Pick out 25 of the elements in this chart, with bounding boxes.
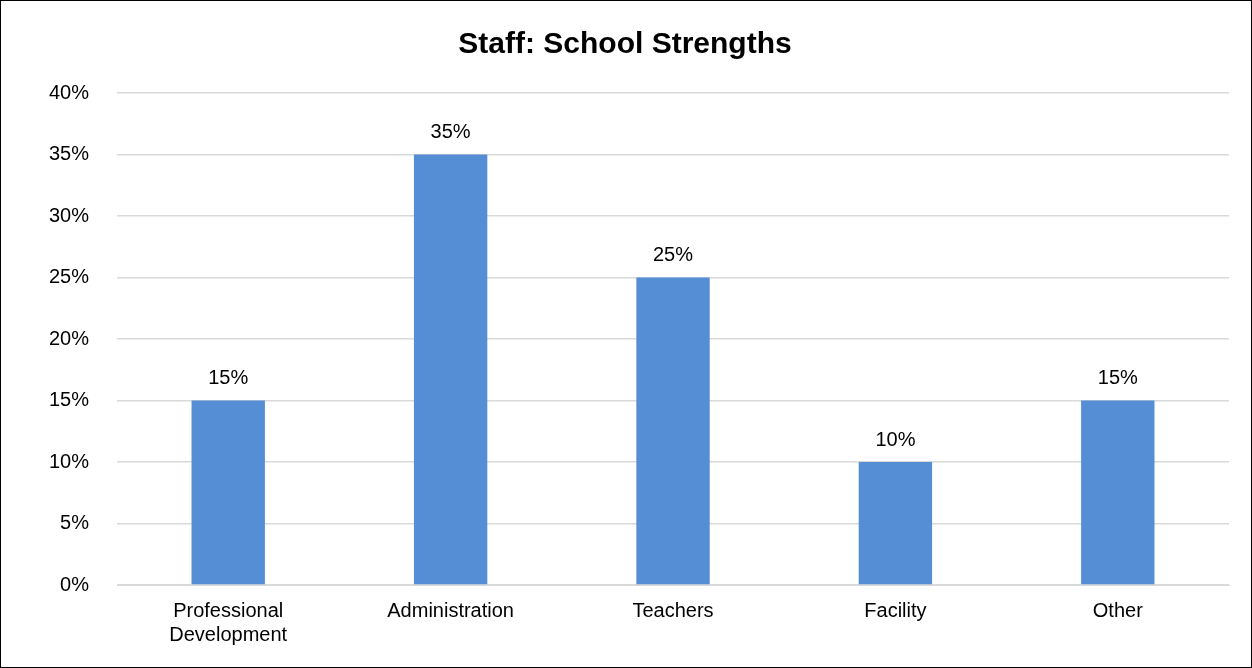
x-tick-label: Facility xyxy=(864,598,927,621)
data-label: 15% xyxy=(208,366,249,389)
data-label: 25% xyxy=(653,243,694,266)
y-tick-label: 25% xyxy=(49,265,90,288)
bar xyxy=(636,277,710,585)
y-tick-label: 5% xyxy=(60,511,90,534)
bar xyxy=(1081,400,1155,585)
y-tick-label: 20% xyxy=(49,326,90,349)
data-label: 15% xyxy=(1097,366,1139,389)
bar xyxy=(191,400,265,585)
y-tick-label: 10% xyxy=(49,449,90,472)
bar xyxy=(858,462,933,585)
x-tick-label: Teachers xyxy=(632,598,714,621)
data-label: 10% xyxy=(875,427,916,450)
x-tick-label: Administration xyxy=(387,598,514,621)
chart-title: Staff: School Strengths xyxy=(458,26,792,60)
bar xyxy=(413,154,488,585)
y-tick-label: 15% xyxy=(49,388,90,411)
x-tick-label: Professional Development xyxy=(169,598,288,645)
x-tick-label: Other xyxy=(1092,598,1144,621)
data-label: 35% xyxy=(430,120,471,143)
y-tick-label: 30% xyxy=(49,203,90,226)
y-tick-label: 0% xyxy=(60,572,90,595)
y-tick-label: 40% xyxy=(49,80,90,103)
y-tick-label: 35% xyxy=(49,142,90,165)
